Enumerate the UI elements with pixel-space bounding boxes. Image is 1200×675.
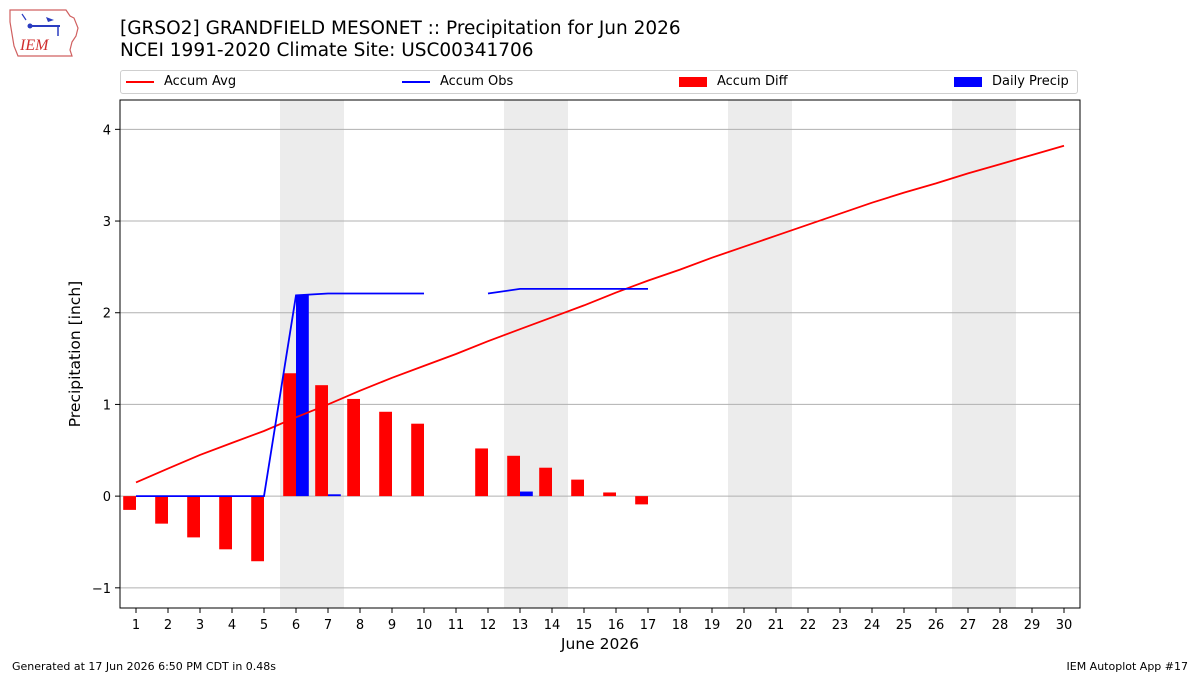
daily-precip-bar: [296, 295, 309, 497]
x-tick-label: 6: [292, 618, 300, 633]
accum-obs-line: [487, 287, 648, 295]
x-tick-label: 3: [196, 618, 204, 633]
accum-diff-bar: [123, 496, 136, 510]
x-tick-label: 7: [324, 618, 332, 633]
legend-item-accum-obs: Accum Obs: [402, 74, 513, 89]
x-axis-label: June 2026: [560, 635, 639, 653]
x-tick-label: 12: [480, 618, 497, 633]
iem-logo: IEM: [9, 9, 79, 57]
y-tick-label: −1: [92, 582, 111, 597]
accum-diff-bar: [155, 496, 168, 524]
accum-diff-bar: [187, 496, 200, 538]
accum-diff-bar: [283, 373, 296, 497]
x-tick-label: 17: [640, 618, 657, 633]
x-tick-label: 29: [1024, 618, 1041, 633]
x-tick-label: 5: [260, 618, 268, 633]
x-tick-label: 8: [356, 618, 364, 633]
x-tick-label: 22: [800, 618, 817, 633]
legend-swatch-daily-precip: [954, 76, 982, 87]
chart-title: [GRSO2] GRANDFIELD MESONET :: Precipitat…: [120, 18, 681, 39]
x-tick-label: 30: [1056, 618, 1073, 633]
x-tick-label: 21: [768, 618, 785, 633]
accum-avg-line: [135, 144, 1065, 484]
x-tick-label: 1: [132, 618, 140, 633]
x-tick-label: 27: [960, 618, 977, 633]
accum-obs-line: [136, 292, 424, 498]
y-tick-label: 4: [103, 123, 111, 138]
legend-item-daily-precip: Daily Precip: [954, 74, 1069, 89]
accum-diff-bar: [411, 423, 424, 497]
x-tick-label: 2: [164, 618, 172, 633]
accum-diff-bar: [539, 467, 552, 497]
x-tick-label: 15: [576, 618, 593, 633]
legend-swatch-accum-diff: [679, 76, 707, 87]
y-tick-label: 2: [103, 307, 111, 322]
logo-text: IEM: [19, 37, 50, 54]
footer-generated: Generated at 17 Jun 2026 6:50 PM CDT in …: [12, 660, 277, 673]
accum-diff-bar: [507, 455, 520, 497]
accum-diff-bar: [379, 411, 392, 497]
y-tick-label: 3: [103, 215, 111, 230]
legend-swatch-accum-avg: [126, 80, 154, 83]
legend-item-accum-avg: Accum Avg: [126, 74, 236, 89]
x-tick-label: 10: [416, 618, 433, 633]
daily-precip-bar: [520, 491, 533, 497]
weekend-shade: [504, 100, 568, 608]
accum-diff-bar: [347, 398, 360, 497]
x-tick-label: 13: [512, 618, 529, 633]
weekend-shade: [280, 100, 344, 608]
accum-diff-bar: [635, 496, 648, 505]
x-tick-label: 9: [388, 618, 396, 633]
chart-legend: Accum Avg Accum Obs Accum Diff Daily Pre…: [120, 70, 1078, 94]
x-tick-label: 20: [736, 618, 753, 633]
legend-label-accum-obs: Accum Obs: [440, 74, 514, 89]
x-tick-label: 19: [704, 618, 721, 633]
x-tick-label: 24: [864, 618, 881, 633]
x-tick-label: 28: [992, 618, 1009, 633]
y-axis-label: Precipitation [inch]: [66, 281, 84, 427]
accum-diff-bar: [251, 496, 264, 562]
daily-precip-bar: [328, 494, 341, 497]
legend-label-daily-precip: Daily Precip: [992, 74, 1069, 89]
plot-frame: [119, 99, 1081, 609]
weekend-shade: [952, 100, 1016, 608]
footer-app: IEM Autoplot App #17: [1066, 660, 1189, 673]
chart-subtitle: NCEI 1991-2020 Climate Site: USC00341706: [120, 40, 534, 61]
x-tick-label: 18: [672, 618, 689, 633]
accum-diff-bar: [315, 385, 328, 497]
y-tick-label: 0: [103, 490, 111, 505]
accum-diff-bar: [475, 448, 488, 497]
weekend-shade: [728, 100, 792, 608]
x-tick-label: 23: [832, 618, 849, 633]
accum-diff-bar: [219, 496, 232, 550]
x-tick-label: 11: [448, 618, 465, 633]
x-tick-label: 14: [544, 618, 561, 633]
x-tick-label: 4: [228, 618, 236, 633]
x-tick-label: 16: [608, 618, 625, 633]
y-tick-label: 1: [103, 398, 111, 413]
legend-item-accum-diff: Accum Diff: [679, 74, 788, 89]
legend-label-accum-avg: Accum Avg: [164, 74, 237, 89]
x-tick-label: 25: [896, 618, 913, 633]
legend-label-accum-diff: Accum Diff: [717, 74, 788, 89]
x-tick-label: 26: [928, 618, 945, 633]
legend-swatch-accum-obs: [402, 80, 430, 83]
accum-diff-bar: [571, 479, 584, 497]
accum-diff-bar: [603, 492, 616, 497]
